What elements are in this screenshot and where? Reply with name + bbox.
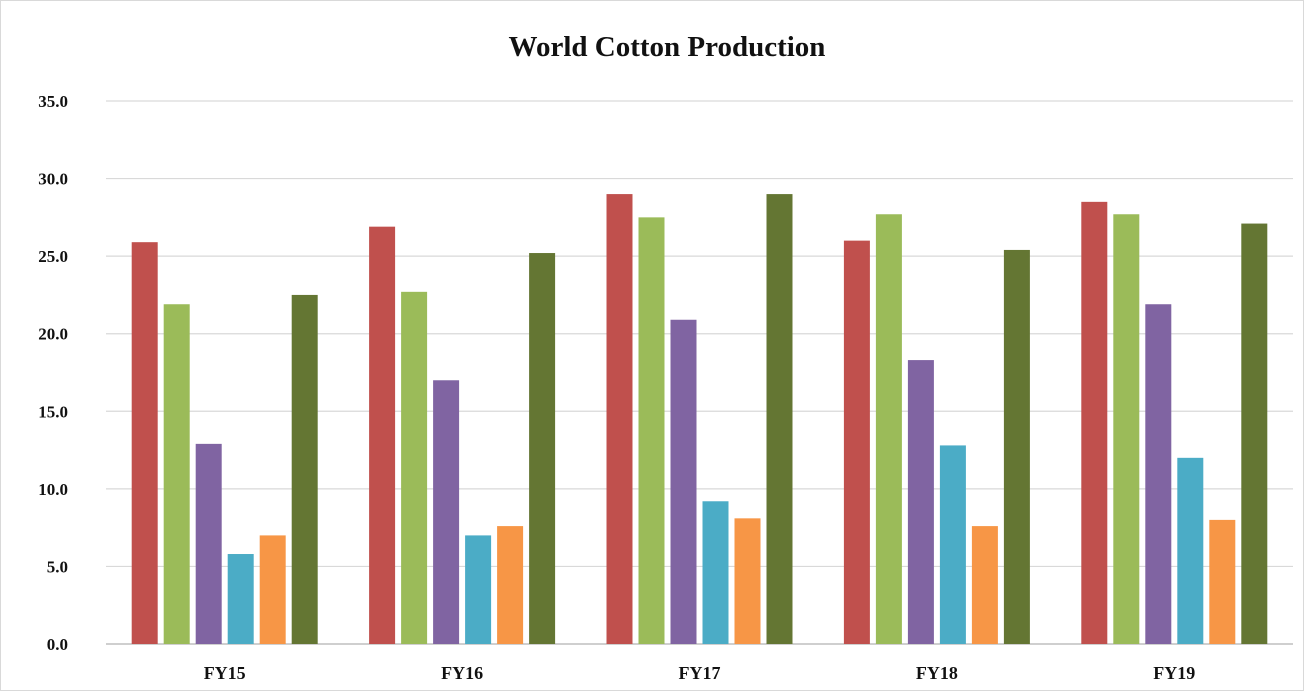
- bar-fy19-series-1: [1081, 201, 1108, 645]
- bar-fy19-series-3: [1145, 304, 1172, 644]
- bar-fy15-series-5: [259, 535, 286, 644]
- bar-fy18-series-3: [907, 360, 934, 644]
- bar-fy16-series-4: [465, 535, 492, 644]
- bar-fy16-series-3: [433, 380, 460, 644]
- bar-fy18-series-6: [1003, 249, 1030, 645]
- bar-fy16-series-5: [497, 526, 524, 644]
- bar-fy17-series-3: [670, 319, 697, 644]
- bar-fy17-series-5: [734, 518, 761, 644]
- bar-fy16-series-6: [529, 253, 556, 645]
- bar-fy18-series-4: [939, 445, 966, 644]
- y-axis-tick-labels: 0.0 5.0 10.0 15.0 20.0 25.0 30.0 35.0: [38, 92, 68, 654]
- y-tick-label: 0.0: [47, 635, 68, 654]
- chart-title: World Cotton Production: [509, 31, 826, 63]
- bar-fy19-series-2: [1113, 214, 1140, 645]
- bar-fy15-series-3: [195, 443, 222, 644]
- y-tick-label: 15.0: [38, 402, 68, 421]
- bar-fy18-series-5: [971, 526, 998, 644]
- bar-fy19-series-4: [1177, 457, 1204, 644]
- bar-fy15-series-1: [131, 242, 158, 644]
- bar-fy15-series-2: [163, 304, 190, 644]
- bar-fy18-series-2: [875, 214, 902, 645]
- x-tick-label: FY17: [679, 663, 721, 683]
- bar-fy15-series-4: [227, 554, 254, 644]
- bars: [131, 194, 1268, 645]
- bar-fy19-series-6: [1241, 223, 1268, 644]
- bar-fy16-series-1: [369, 226, 396, 644]
- bar-fy19-series-5: [1209, 519, 1236, 644]
- bar-fy17-series-2: [638, 217, 665, 644]
- y-tick-label: 10.0: [38, 480, 68, 499]
- y-tick-label: 5.0: [47, 557, 68, 576]
- bar-fy15-series-6: [291, 294, 318, 644]
- y-tick-label: 30.0: [38, 170, 68, 189]
- bar-fy17-series-4: [702, 501, 729, 644]
- bar-fy18-series-1: [843, 240, 870, 644]
- x-tick-label: FY15: [204, 663, 246, 683]
- y-tick-label: 35.0: [38, 92, 68, 111]
- y-tick-label: 25.0: [38, 247, 68, 266]
- bar-fy17-series-1: [606, 194, 633, 645]
- x-axis-tick-labels: FY15 FY16 FY17 FY18 FY19: [204, 663, 1196, 683]
- x-tick-label: FY18: [916, 663, 958, 683]
- y-tick-label: 20.0: [38, 325, 68, 344]
- bar-fy17-series-6: [766, 194, 793, 645]
- x-tick-label: FY16: [441, 663, 483, 683]
- bar-fy16-series-2: [401, 291, 428, 644]
- x-tick-label: FY19: [1153, 663, 1195, 683]
